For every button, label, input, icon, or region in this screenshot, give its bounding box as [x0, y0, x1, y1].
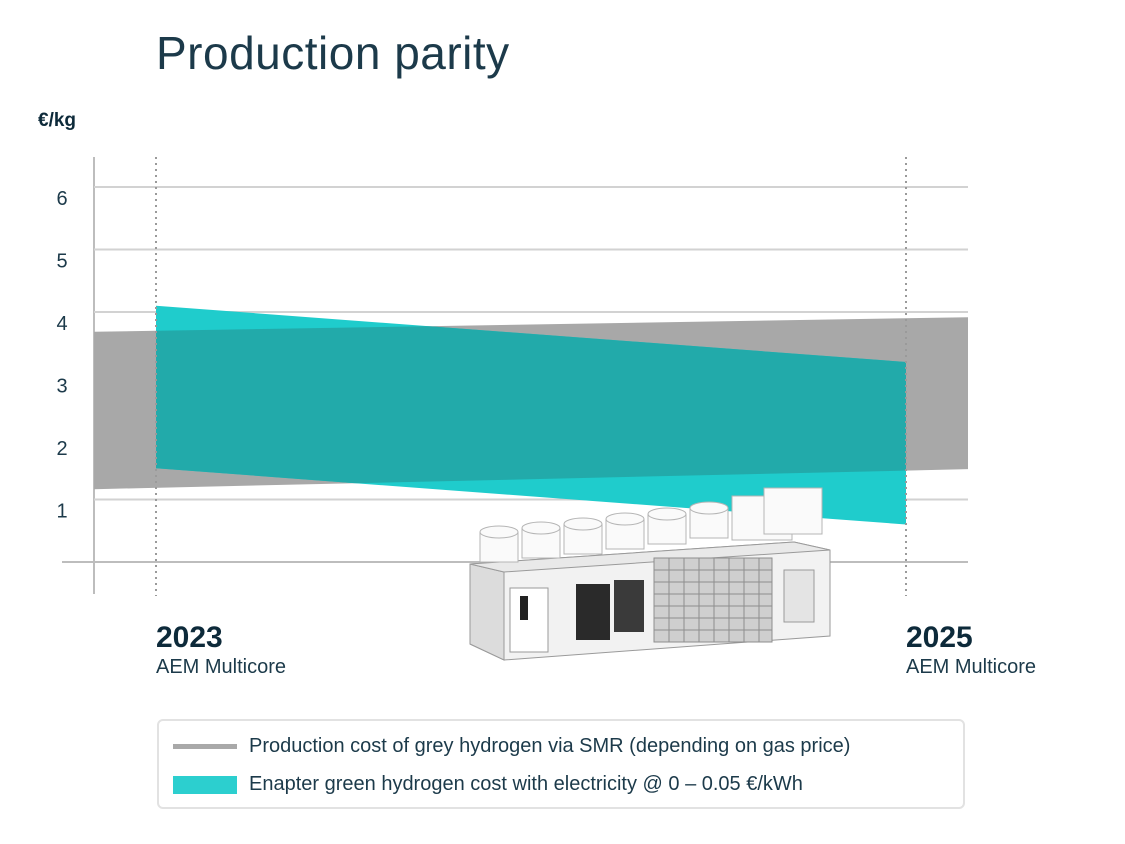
y-tick-labels: 1 2 3 4 5 6 — [56, 188, 67, 523]
legend-item-green: Enapter green hydrogen cost with electri… — [173, 773, 803, 796]
electrolyser-container-image — [469, 487, 831, 661]
legend-label-green: Enapter green hydrogen cost with electri… — [249, 773, 803, 795]
y-axis-unit: €/kg — [38, 110, 77, 131]
year-end-block: 2025 AEM Multicore — [906, 622, 1036, 680]
y-tick-label: 2 — [56, 438, 67, 460]
y-tick-label: 6 — [56, 188, 67, 210]
y-tick-label: 3 — [56, 376, 67, 398]
y-tick-label: 1 — [56, 501, 67, 523]
legend-item-grey: Production cost of grey hydrogen via SMR… — [173, 735, 850, 758]
year-end: 2025 — [906, 621, 973, 654]
y-tick-label: 4 — [56, 313, 67, 335]
y-tick-label: 5 — [56, 251, 67, 273]
year-start: 2023 — [156, 621, 223, 654]
band-overlap — [156, 317, 906, 490]
legend: Production cost of grey hydrogen via SMR… — [157, 719, 965, 809]
legend-swatch-grey — [173, 744, 237, 749]
year-end-label: AEM Multicore — [906, 656, 1037, 678]
legend-label-grey: Production cost of grey hydrogen via SMR… — [249, 735, 851, 757]
year-start-label: AEM Multicore — [156, 656, 287, 678]
legend-swatch-green — [173, 775, 237, 794]
chart-bands — [94, 305, 968, 525]
year-start-block: 2023 AEM Multicore — [156, 622, 286, 680]
page-title: Production parity — [156, 27, 510, 79]
year-guides — [155, 157, 907, 596]
